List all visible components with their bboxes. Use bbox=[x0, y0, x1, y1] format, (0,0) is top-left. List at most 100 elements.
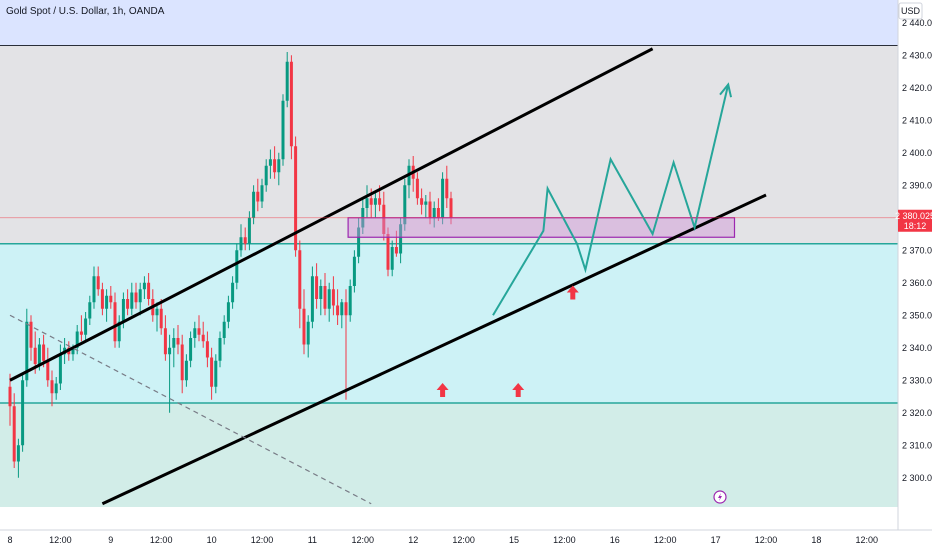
candle bbox=[277, 152, 281, 186]
candle-body bbox=[432, 208, 436, 218]
candle-body bbox=[415, 178, 419, 199]
currency-badge[interactable] bbox=[898, 2, 923, 20]
candle bbox=[239, 224, 243, 257]
candle-body bbox=[130, 292, 134, 309]
zone-top bbox=[0, 0, 898, 46]
candle-body bbox=[201, 334, 205, 342]
candle bbox=[289, 55, 293, 160]
candle bbox=[117, 315, 121, 348]
candle bbox=[8, 373, 12, 426]
candle bbox=[163, 315, 167, 361]
candle bbox=[84, 312, 88, 342]
candle bbox=[113, 292, 117, 348]
candle bbox=[298, 240, 302, 329]
time-tick-label: 12:00 bbox=[452, 535, 475, 545]
candle-body bbox=[75, 331, 79, 348]
candle-body bbox=[96, 276, 100, 290]
candle bbox=[142, 276, 146, 299]
candle bbox=[180, 334, 184, 394]
candle bbox=[168, 334, 172, 413]
candle-body bbox=[289, 61, 293, 147]
candle-body bbox=[142, 282, 146, 290]
candle-body bbox=[189, 338, 193, 361]
candle-body bbox=[315, 276, 319, 299]
candle bbox=[243, 227, 247, 251]
dashed-trend-line bbox=[9, 314, 372, 505]
time-tick-label: 12:00 bbox=[150, 535, 173, 545]
candle-body bbox=[340, 302, 344, 316]
candle bbox=[390, 240, 394, 277]
candle bbox=[172, 328, 176, 368]
candle-body bbox=[197, 328, 201, 335]
candle bbox=[214, 354, 218, 394]
candle bbox=[201, 321, 205, 348]
candle bbox=[420, 188, 424, 215]
candle bbox=[445, 165, 449, 208]
price-tick-label: 2 360.000 bbox=[902, 278, 932, 288]
candle-body bbox=[365, 198, 369, 208]
candle bbox=[336, 289, 340, 325]
candle-body bbox=[88, 302, 92, 319]
candle bbox=[352, 250, 356, 293]
candle bbox=[281, 94, 285, 166]
candle bbox=[331, 276, 335, 316]
price-tick-label: 2 410.000 bbox=[902, 115, 932, 125]
candle bbox=[441, 172, 445, 225]
candle-body bbox=[394, 247, 398, 254]
candle bbox=[386, 227, 390, 277]
candle bbox=[16, 438, 20, 478]
candle bbox=[189, 331, 193, 368]
candle-body bbox=[46, 360, 50, 381]
candle bbox=[357, 217, 361, 264]
candle bbox=[197, 315, 201, 342]
candle bbox=[235, 243, 239, 290]
candle bbox=[394, 230, 398, 257]
candle bbox=[256, 178, 260, 212]
time-tick-label: 8 bbox=[7, 535, 12, 545]
candle bbox=[294, 136, 298, 257]
candle bbox=[340, 299, 344, 329]
candle bbox=[88, 295, 92, 325]
candle bbox=[403, 178, 407, 231]
current-price-badge: 2 380.025 18:12 bbox=[895, 209, 932, 232]
candle-body bbox=[222, 321, 226, 338]
time-tick-label: 12:00 bbox=[654, 535, 677, 545]
candle bbox=[373, 191, 377, 218]
lightning-icon[interactable] bbox=[713, 490, 727, 504]
candle bbox=[46, 347, 50, 387]
candle bbox=[54, 377, 58, 400]
candle bbox=[264, 159, 268, 192]
candle-body bbox=[113, 302, 117, 342]
candle bbox=[306, 315, 310, 358]
candle-body bbox=[252, 191, 256, 218]
candle-body bbox=[378, 198, 382, 205]
time-tick-label: 12:00 bbox=[856, 535, 879, 545]
currency-label: USD bbox=[901, 6, 921, 16]
candle bbox=[222, 315, 226, 345]
candle-body bbox=[273, 159, 277, 173]
candle-body bbox=[399, 224, 403, 254]
candle bbox=[415, 172, 419, 205]
zone-support bbox=[0, 403, 898, 507]
candle-body bbox=[214, 360, 218, 387]
candle-body bbox=[37, 344, 41, 364]
price-tick-label: 2 330.000 bbox=[902, 375, 932, 385]
candle-body bbox=[58, 354, 62, 384]
price-tick-label: 2 420.000 bbox=[902, 83, 932, 93]
candle-body bbox=[138, 289, 142, 303]
time-tick-label: 12:00 bbox=[755, 535, 778, 545]
current-price-label: 2 380.025 bbox=[895, 211, 932, 221]
candle-body bbox=[126, 299, 130, 309]
candle-body bbox=[25, 321, 29, 381]
candle bbox=[155, 302, 159, 332]
candle bbox=[268, 149, 272, 179]
candle-body bbox=[247, 217, 251, 244]
candle bbox=[428, 191, 432, 225]
time-tick-label: 10 bbox=[207, 535, 217, 545]
candle-body bbox=[21, 380, 25, 446]
countdown-label: 18:12 bbox=[904, 221, 927, 231]
candle bbox=[184, 354, 188, 387]
candle-body bbox=[260, 185, 264, 202]
time-tick-label: 12:00 bbox=[251, 535, 274, 545]
